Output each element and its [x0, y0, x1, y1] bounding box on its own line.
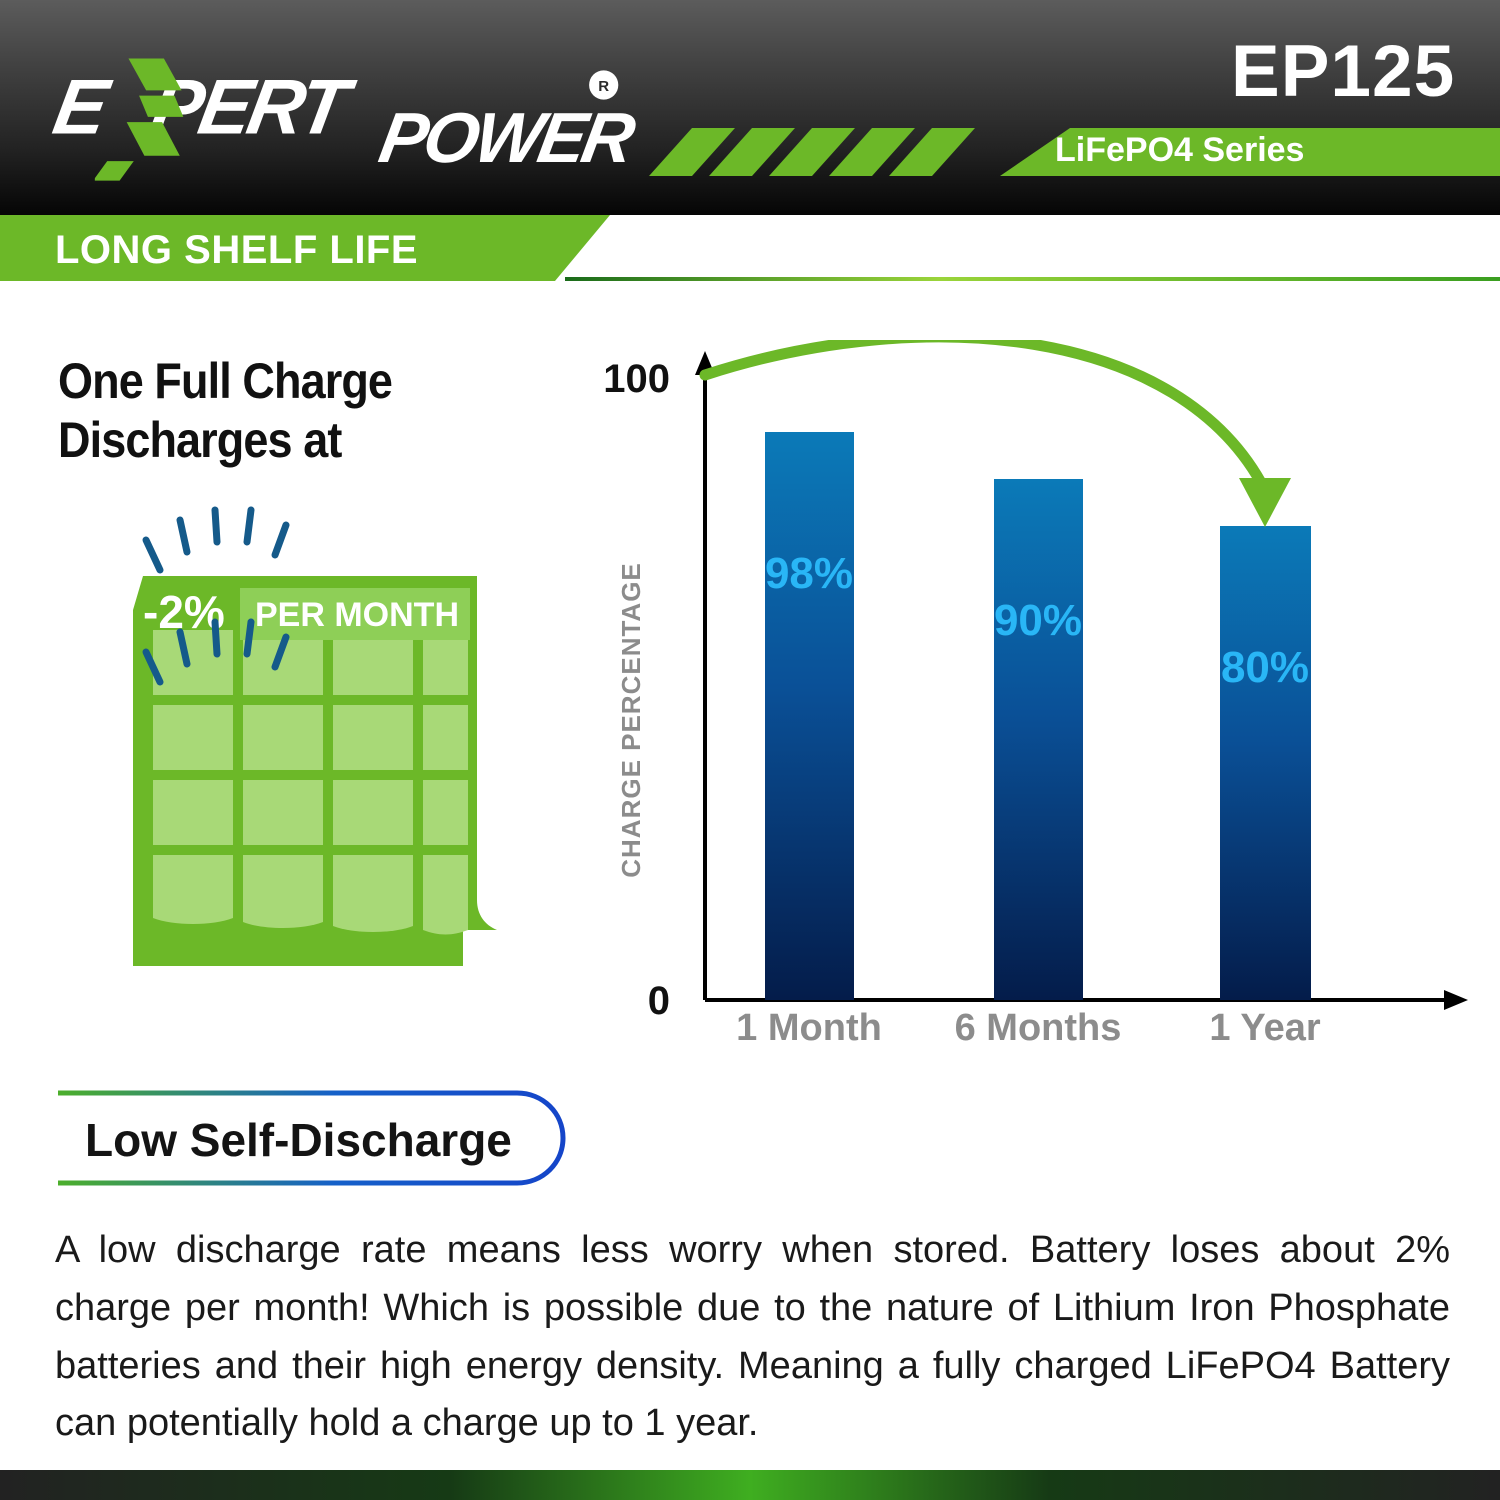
svg-text:6 Months: 6 Months: [955, 1007, 1122, 1049]
svg-text:80%: 80%: [1221, 643, 1309, 692]
svg-text:PER MONTH: PER MONTH: [255, 596, 459, 634]
svg-text:100: 100: [603, 357, 670, 401]
svg-text:0: 0: [648, 979, 670, 1023]
svg-text:Low Self-Discharge: Low Self-Discharge: [85, 1114, 512, 1166]
svg-text:1 Month: 1 Month: [736, 1007, 882, 1049]
svg-text:CHARGE PERCENTAGE: CHARGE PERCENTAGE: [616, 562, 646, 878]
svg-text:R: R: [598, 78, 609, 95]
svg-text:90%: 90%: [994, 596, 1082, 645]
svg-text:1 Year: 1 Year: [1209, 1007, 1321, 1049]
svg-text:98%: 98%: [765, 549, 853, 598]
